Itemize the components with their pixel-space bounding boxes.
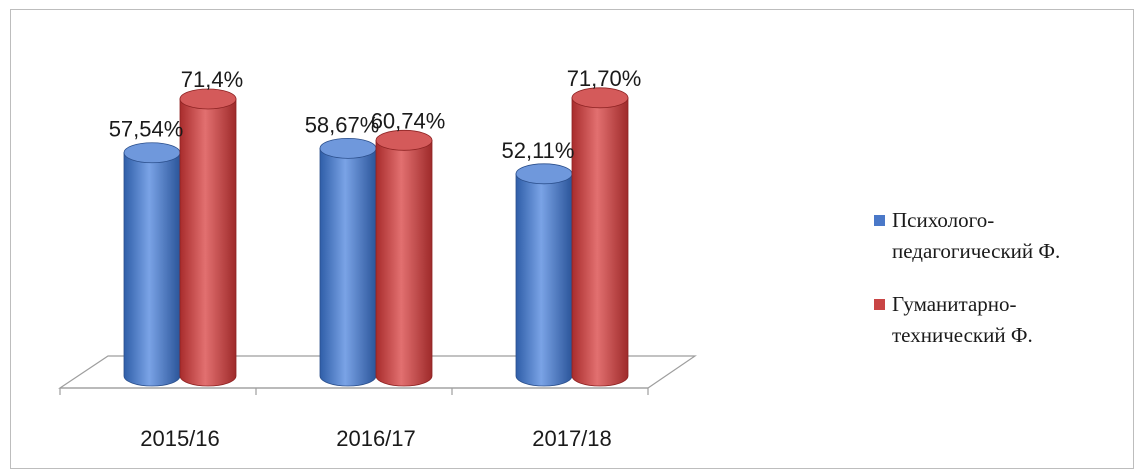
legend-item-series-2: Гуманитарно- технический Ф. <box>874 289 1124 351</box>
data-label-series-2-2015-16: 71,4% <box>181 67 243 92</box>
legend-item-series-1: Психолого- педагогический Ф. <box>874 205 1124 267</box>
bar-series-2-2015-16 <box>179 98 237 387</box>
legend-label-series-2: Гуманитарно- технический Ф. <box>892 292 1033 347</box>
x-tick-label-2016-17: 2016/17 <box>336 426 416 451</box>
data-label-series-1-2017-18: 52,11% <box>502 138 575 163</box>
bar-top-series-1-2017-18 <box>515 163 573 185</box>
bar-series-1-2015-16 <box>123 152 181 387</box>
bar-series-1-2016-17 <box>319 147 377 387</box>
data-label-series-2-2017-18: 71,70% <box>567 66 642 91</box>
legend: Психолого- педагогический Ф. Гуманитарно… <box>874 205 1124 373</box>
bar-top-series-2-2015-16 <box>179 88 237 110</box>
legend-swatch-series-2 <box>874 299 885 310</box>
data-label-series-1-2016-17: 58,67% <box>305 112 380 137</box>
legend-swatch-series-1 <box>874 215 885 226</box>
bar-top-series-1-2016-17 <box>319 137 377 159</box>
data-label-series-1-2015-16: 57,54% <box>109 117 184 142</box>
x-tick-label-2015-16: 2015/16 <box>140 426 220 451</box>
bar-series-1-2017-18 <box>515 173 573 387</box>
bar-series-2-2016-17 <box>375 139 433 387</box>
bar-top-series-2-2017-18 <box>571 87 629 109</box>
x-tick-label-2017-18: 2017/18 <box>532 426 612 451</box>
bar-top-series-1-2015-16 <box>123 142 181 164</box>
data-label-series-2-2016-17: 60,74% <box>371 108 446 133</box>
bar-top-series-2-2016-17 <box>375 129 433 151</box>
bar-series-2-2017-18 <box>571 97 629 387</box>
legend-label-series-1: Психолого- педагогический Ф. <box>892 208 1061 263</box>
